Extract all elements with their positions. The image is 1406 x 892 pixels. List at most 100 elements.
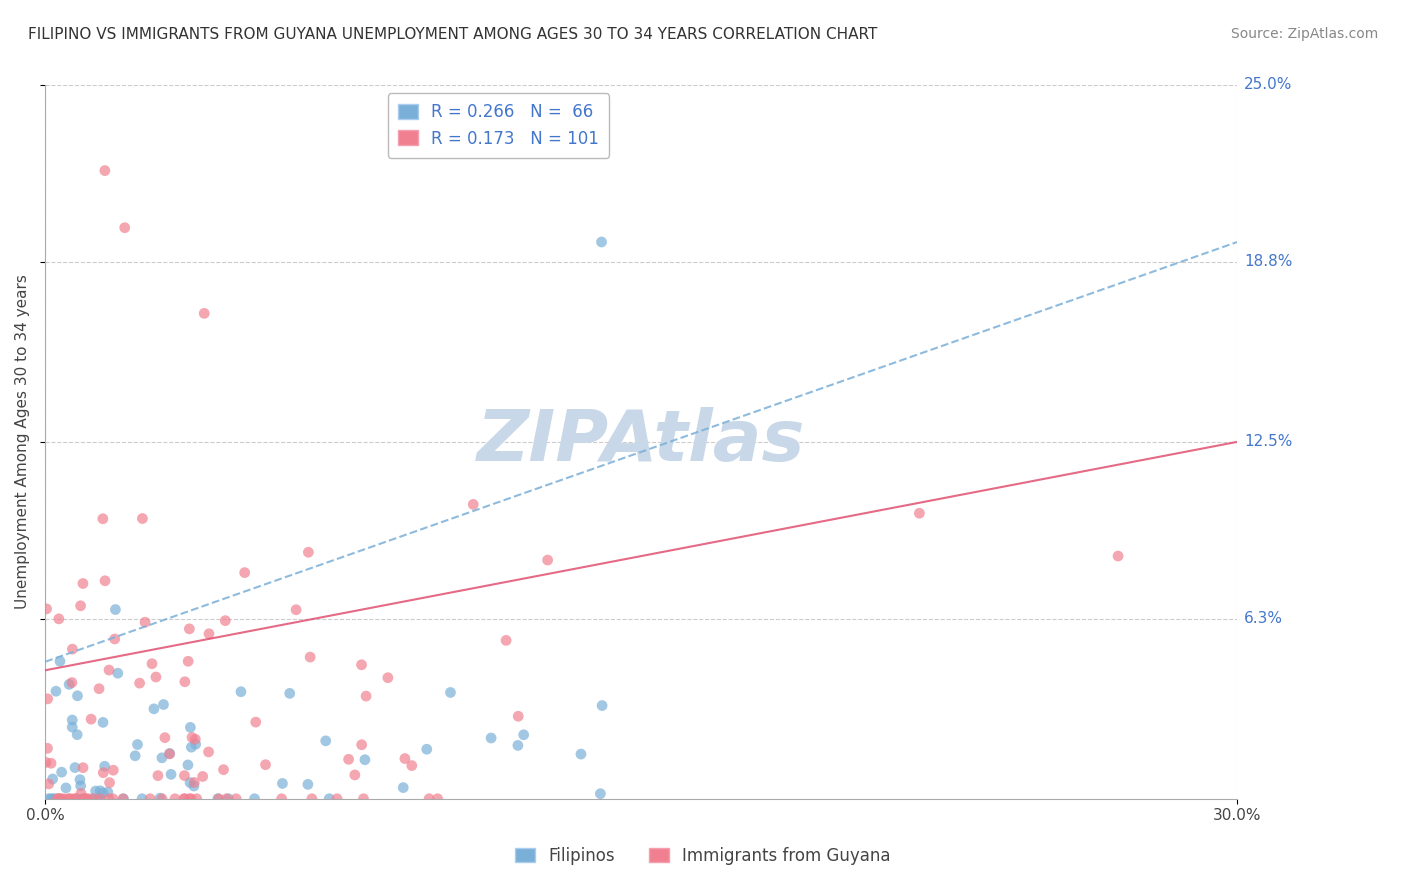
Point	[181, 731, 204, 745]
Point	[495, 633, 517, 648]
Point	[63, 791, 86, 805]
Point	[426, 791, 449, 805]
Point	[89, 784, 111, 798]
Legend: R = 0.266   N =  66, R = 0.173   N = 101: R = 0.266 N = 66, R = 0.173 N = 101	[388, 94, 609, 158]
Point	[46, 791, 69, 805]
Point	[131, 511, 153, 525]
Point	[98, 663, 121, 677]
Point	[51, 765, 73, 780]
Point	[569, 747, 592, 761]
Point	[128, 676, 150, 690]
Point	[38, 777, 60, 791]
Point	[72, 576, 94, 591]
Point	[80, 712, 103, 726]
Point	[58, 677, 80, 691]
Point	[177, 758, 200, 772]
Point	[160, 767, 183, 781]
Point	[354, 753, 377, 767]
Point	[299, 650, 322, 665]
Text: 6.3%: 6.3%	[1244, 611, 1284, 626]
Point	[60, 720, 83, 734]
Point	[35, 602, 58, 616]
Point	[301, 791, 323, 805]
Point	[44, 791, 66, 805]
Point	[89, 791, 111, 805]
Point	[233, 566, 256, 580]
Point	[76, 791, 98, 805]
Point	[98, 791, 121, 805]
Point	[180, 740, 202, 755]
Point	[394, 751, 416, 765]
Point	[39, 791, 62, 805]
Point	[353, 791, 375, 805]
Point	[243, 791, 266, 805]
Point	[45, 684, 67, 698]
Point	[94, 574, 117, 588]
Point	[508, 709, 530, 723]
Text: 25.0%: 25.0%	[1244, 78, 1292, 93]
Point	[183, 775, 205, 789]
Point	[146, 768, 169, 782]
Point	[51, 791, 73, 805]
Point	[173, 791, 195, 805]
Point	[343, 768, 366, 782]
Point	[315, 734, 337, 748]
Point	[392, 780, 415, 795]
Point	[163, 791, 186, 805]
Point	[91, 786, 114, 800]
Point	[1107, 549, 1129, 563]
Point	[65, 791, 87, 805]
Point	[66, 791, 89, 805]
Point	[60, 675, 83, 690]
Point	[416, 742, 439, 756]
Point	[278, 686, 301, 700]
Point	[153, 731, 176, 745]
Point	[39, 756, 62, 771]
Point	[59, 791, 82, 805]
Point	[207, 791, 229, 805]
Point	[207, 791, 229, 805]
Text: 12.5%: 12.5%	[1244, 434, 1292, 450]
Point	[318, 791, 340, 805]
Point	[107, 666, 129, 681]
Point	[297, 777, 319, 791]
Point	[89, 791, 111, 805]
Point	[152, 698, 174, 712]
Point	[101, 791, 124, 805]
Point	[225, 791, 247, 805]
Text: Source: ZipAtlas.com: Source: ZipAtlas.com	[1230, 27, 1378, 41]
Point	[463, 497, 485, 511]
Point	[103, 763, 125, 777]
Point	[73, 791, 96, 805]
Point	[183, 779, 205, 793]
Point	[49, 654, 72, 668]
Point	[191, 769, 214, 783]
Point	[512, 728, 534, 742]
Point	[179, 775, 201, 789]
Point	[159, 747, 181, 761]
Point	[98, 775, 121, 789]
Point	[186, 791, 208, 805]
Point	[479, 731, 502, 745]
Point	[591, 235, 613, 249]
Point	[142, 702, 165, 716]
Point	[59, 791, 82, 805]
Point	[41, 772, 63, 786]
Point	[377, 671, 399, 685]
Point	[150, 791, 173, 805]
Legend: Filipinos, Immigrants from Guyana: Filipinos, Immigrants from Guyana	[505, 837, 901, 875]
Point	[69, 772, 91, 787]
Point	[86, 791, 108, 805]
Point	[506, 739, 529, 753]
Point	[141, 657, 163, 671]
Point	[91, 715, 114, 730]
Point	[63, 761, 86, 775]
Point	[150, 751, 173, 765]
Point	[69, 599, 91, 613]
Point	[418, 791, 440, 805]
Point	[591, 698, 613, 713]
Y-axis label: Unemployment Among Ages 30 to 34 years: Unemployment Among Ages 30 to 34 years	[15, 275, 30, 609]
Point	[139, 791, 162, 805]
Text: 18.8%: 18.8%	[1244, 254, 1292, 269]
Point	[245, 715, 267, 730]
